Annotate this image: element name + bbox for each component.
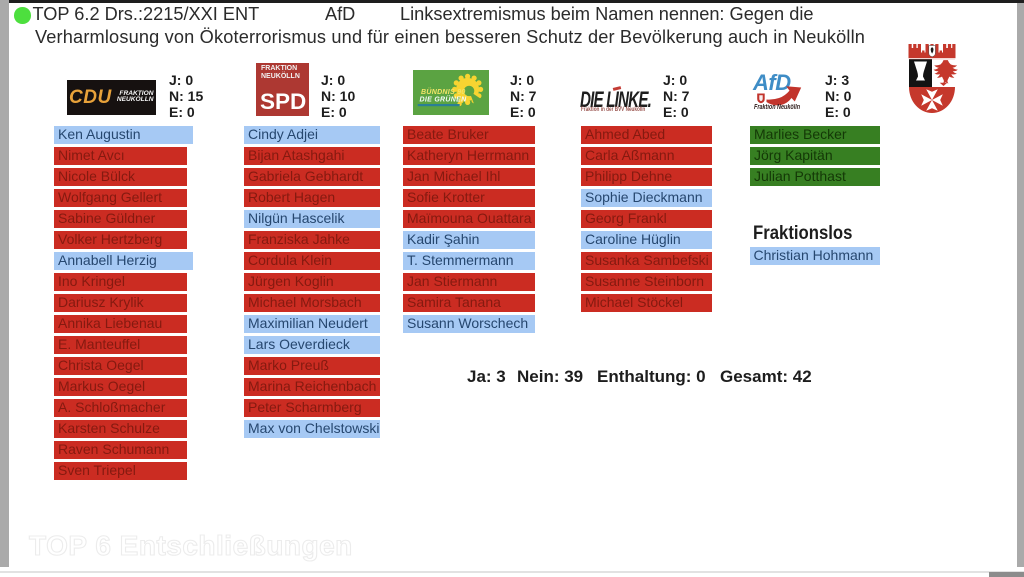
svg-text:DIE GRÜNEN: DIE GRÜNEN (420, 94, 468, 103)
svg-text:BÜNDNIS 90: BÜNDNIS 90 (421, 87, 466, 96)
